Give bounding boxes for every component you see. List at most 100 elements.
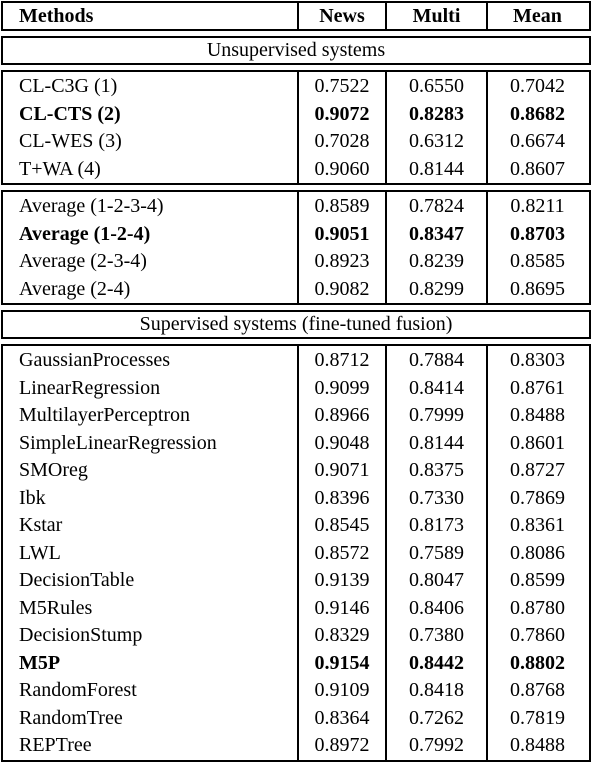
column-divider (486, 72, 488, 183)
value-cell: 0.8299 (409, 277, 464, 300)
value-cell: 0.8144 (409, 157, 464, 180)
value-cell: 0.7819 (510, 706, 565, 729)
value-cell: 0.8780 (510, 596, 565, 619)
header-row: Methods News Multi Mean (1, 1, 591, 31)
value-cell: 0.7999 (409, 404, 464, 426)
value-cell: 0.8768 (510, 679, 565, 701)
method-cell: DecisionTable (19, 569, 135, 591)
value-cell: 0.7042 (510, 75, 565, 97)
column-divider (486, 192, 488, 303)
value-cell: 0.8761 (510, 376, 565, 399)
value-cell: 0.8414 (409, 376, 464, 399)
value-cell: 0.8488 (510, 404, 565, 426)
value-cell: 0.7869 (510, 486, 565, 509)
section-title: Supervised systems (fine-tuned fusion) (1, 310, 591, 339)
value-cell: 0.8329 (314, 624, 370, 646)
method-cell: CL-C3G (1) (19, 75, 118, 97)
value-cell: 0.8727 (510, 459, 565, 481)
column-divider (486, 3, 488, 29)
method-cell: T+WA (4) (19, 157, 101, 180)
value-cell: 0.7330 (409, 486, 464, 509)
value-cell: 0.9109 (314, 679, 370, 701)
value-cell: 0.7028 (314, 130, 370, 152)
method-cell: DecisionStump (19, 624, 143, 646)
value-cell: 0.8375 (409, 459, 464, 481)
column-divider (297, 346, 299, 760)
value-cell: 0.7992 (409, 734, 464, 756)
value-cell: 0.9082 (314, 277, 370, 300)
value-cell: 0.6312 (409, 130, 464, 152)
value-cell: Multi (412, 4, 461, 27)
value-cell: 0.8585 (510, 250, 565, 272)
header-cell: Methods (19, 4, 94, 27)
column-divider (297, 72, 299, 183)
value-cell: Mean (513, 4, 562, 27)
value-cell: 0.7262 (409, 706, 464, 729)
value-cell: 0.8712 (314, 349, 370, 371)
value-cell: 0.8607 (510, 157, 565, 180)
method-cell: Average (1-2-4) (19, 222, 151, 245)
value-cell: 0.7589 (409, 541, 464, 564)
value-cell: 0.9139 (314, 569, 370, 591)
value-cell: 0.7860 (510, 624, 565, 646)
value-cell: 0.8173 (409, 514, 464, 536)
method-cell: Kstar (19, 514, 63, 536)
method-cell: Ibk (19, 486, 46, 509)
column-divider (297, 192, 299, 303)
value-cell: 0.9048 (314, 431, 370, 454)
value-cell: 0.8361 (510, 514, 565, 536)
value-cell: 0.8303 (510, 349, 565, 371)
value-cell: 0.8418 (409, 679, 464, 701)
method-cell: M5Rules (19, 596, 93, 619)
value-cell: 0.6550 (409, 75, 464, 97)
method-cell: MultilayerPerceptron (19, 404, 191, 426)
method-cell: LWL (19, 541, 61, 564)
value-cell: 0.8211 (510, 195, 565, 217)
row-group: Average (1-2-3-4) 0.8589 0.7824 0.8211 Avera… (1, 190, 591, 305)
value-cell: 0.9071 (314, 459, 370, 481)
value-cell: 0.9072 (314, 102, 370, 125)
value-cell: 0.8802 (510, 651, 565, 674)
value-cell: 0.9060 (314, 157, 370, 180)
value-cell: 0.8572 (314, 541, 370, 564)
method-cell: CL-CTS (2) (19, 102, 121, 125)
value-cell: 0.7522 (314, 75, 370, 97)
method-cell: RandomTree (19, 706, 123, 729)
value-cell: 0.7884 (409, 349, 464, 371)
section-title: Unsupervised systems (1, 36, 591, 65)
method-cell: GaussianProcesses (19, 349, 171, 371)
method-cell: Average (1-2-3-4) (19, 195, 164, 217)
value-cell: 0.8239 (409, 250, 464, 272)
method-cell: SMOreg (19, 459, 88, 481)
value-cell: 0.8972 (314, 734, 370, 756)
value-cell: 0.8589 (314, 195, 370, 217)
value-cell: 0.8682 (510, 102, 565, 125)
value-cell: 0.8047 (409, 569, 464, 591)
value-cell: 0.8406 (409, 596, 464, 619)
value-cell: 0.6674 (510, 130, 565, 152)
value-cell: 0.9099 (314, 376, 370, 399)
column-divider (385, 346, 387, 760)
value-cell: 0.8923 (314, 250, 370, 272)
value-cell: 0.7824 (409, 195, 464, 217)
value-cell: 0.8695 (510, 277, 565, 300)
value-cell: 0.8396 (314, 486, 370, 509)
method-cell: Average (2-4) (19, 277, 131, 300)
value-cell: 0.8545 (314, 514, 370, 536)
row-group: CL-C3G (1) 0.7522 0.6550 0.7042 CL-CTS (2) 0.… (1, 70, 591, 185)
section-title-text: Supervised systems (fine-tuned fusion) (139, 313, 453, 335)
column-divider (385, 192, 387, 303)
row-group: GaussianProcesses 0.8712 0.7884 0.8303 Linea… (1, 344, 591, 762)
value-cell: 0.8966 (314, 404, 370, 426)
method-cell: RandomForest (19, 679, 137, 701)
method-cell: Average (2-3-4) (19, 250, 147, 272)
value-cell: 0.8086 (510, 541, 565, 564)
value-cell: 0.8703 (510, 222, 565, 245)
value-cell: 0.9051 (314, 222, 370, 245)
value-cell: 0.8599 (510, 569, 565, 591)
value-cell: 0.8442 (409, 651, 464, 674)
column-divider (385, 72, 387, 183)
method-cell: LinearRegression (19, 376, 161, 399)
column-divider (297, 3, 299, 29)
